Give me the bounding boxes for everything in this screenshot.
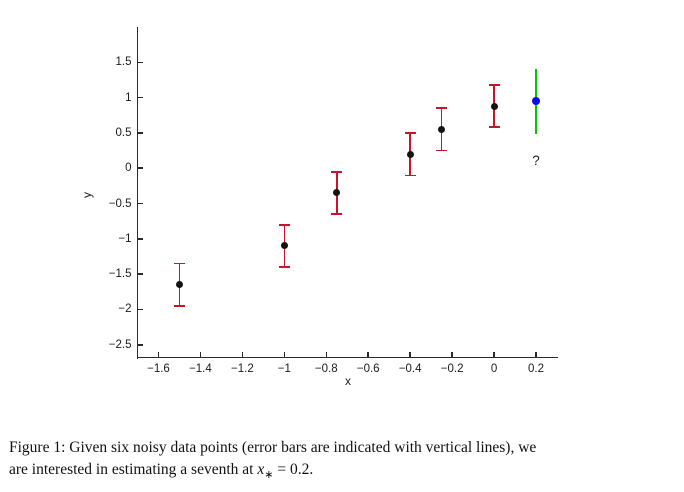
x-tick <box>283 352 286 357</box>
y-tick-label: 1 <box>125 91 132 104</box>
y-tick <box>138 238 143 240</box>
caption-line1: Figure 1: Given six noisy data points (e… <box>9 438 537 456</box>
noisy-observations-error-bar-cap <box>173 262 185 265</box>
y-tick-label: −2.5 <box>108 338 132 351</box>
y-tick-label: 0.5 <box>115 126 132 139</box>
noisy-observations-error-bar-cap <box>488 84 500 86</box>
x-tick-label: −1 <box>277 363 291 375</box>
noisy-observations-error-bar-cap <box>278 266 290 268</box>
caption-math-sub: ∗ <box>264 468 274 481</box>
noisy-observations-marker <box>406 150 414 158</box>
x-tick <box>367 352 369 357</box>
y-tick-label: −1.5 <box>108 268 132 281</box>
x-tick <box>241 352 244 357</box>
prediction-target-marker <box>532 97 541 106</box>
y-tick <box>138 344 143 346</box>
x-axis-line <box>136 356 558 359</box>
noisy-observations-error-bar-cap <box>404 132 416 134</box>
y-tick <box>138 202 143 205</box>
y-axis-line <box>136 27 139 359</box>
x-tick <box>493 352 495 357</box>
scatter-plot: −1.6 −1.4 −1.2 −1 −0.8 −0.6 −0.4 −0.2 0 0.2 1.5 1 0.… <box>80 27 558 388</box>
y-tick-label: 1.5 <box>115 56 132 69</box>
y-tick <box>138 96 143 99</box>
x-tick <box>199 352 202 357</box>
noisy-observations-marker <box>333 189 341 197</box>
x-tick-label: −0.2 <box>440 363 464 375</box>
figure-caption: Figure 1: Given six noisy data points (e… <box>9 437 569 486</box>
x-tick-label: 0 <box>490 363 498 375</box>
noisy-observations-marker <box>438 125 446 133</box>
y-tick <box>138 132 143 134</box>
x-tick-label: 0.2 <box>528 363 545 375</box>
x-tick-label: −0.4 <box>398 363 422 375</box>
caption-math-x: x <box>257 460 265 478</box>
y-tick <box>138 167 143 169</box>
y-axis-title: y <box>80 192 94 198</box>
noisy-observations-error-bar-cap <box>331 170 343 173</box>
noisy-observations-error-bar-cap <box>436 107 448 109</box>
x-tick-label: −1.4 <box>189 363 212 375</box>
noisy-observations-error-bar-cap <box>173 305 185 307</box>
x-tick <box>409 352 411 357</box>
question-mark-annotation: ? <box>532 153 540 168</box>
noisy-observations-marker <box>280 242 288 250</box>
y-tick <box>138 273 143 275</box>
y-tick-label: −1 <box>118 232 132 245</box>
caption-line2-post: = 0.2. <box>273 460 314 478</box>
y-tick <box>138 308 143 311</box>
x-tick <box>535 352 537 357</box>
caption-line2-pre: are interested in estimating a seventh a… <box>9 460 258 478</box>
noisy-observations-marker <box>490 102 498 110</box>
noisy-observations-error-bar-cap <box>278 223 290 226</box>
y-tick-label: −0.5 <box>108 197 132 210</box>
x-tick-label: −0.8 <box>314 363 338 375</box>
x-tick <box>451 352 453 357</box>
noisy-observations-error-bar-cap <box>436 149 448 152</box>
x-tick-label: −1.2 <box>231 363 254 375</box>
noisy-observations-error-bar-cap <box>404 174 416 177</box>
noisy-observations-marker <box>175 281 183 289</box>
x-tick-label: −1.6 <box>147 363 170 375</box>
x-tick <box>325 352 328 357</box>
x-tick <box>157 352 160 357</box>
x-axis-title: x <box>345 374 351 388</box>
noisy-observations-error-bar-cap <box>488 126 500 129</box>
y-tick <box>138 61 143 64</box>
noisy-observations-error-bar-cap <box>331 213 343 215</box>
y-tick-label: 0 <box>125 162 132 175</box>
y-tick-label: −2 <box>118 303 132 316</box>
x-tick-label: −0.6 <box>356 363 380 375</box>
